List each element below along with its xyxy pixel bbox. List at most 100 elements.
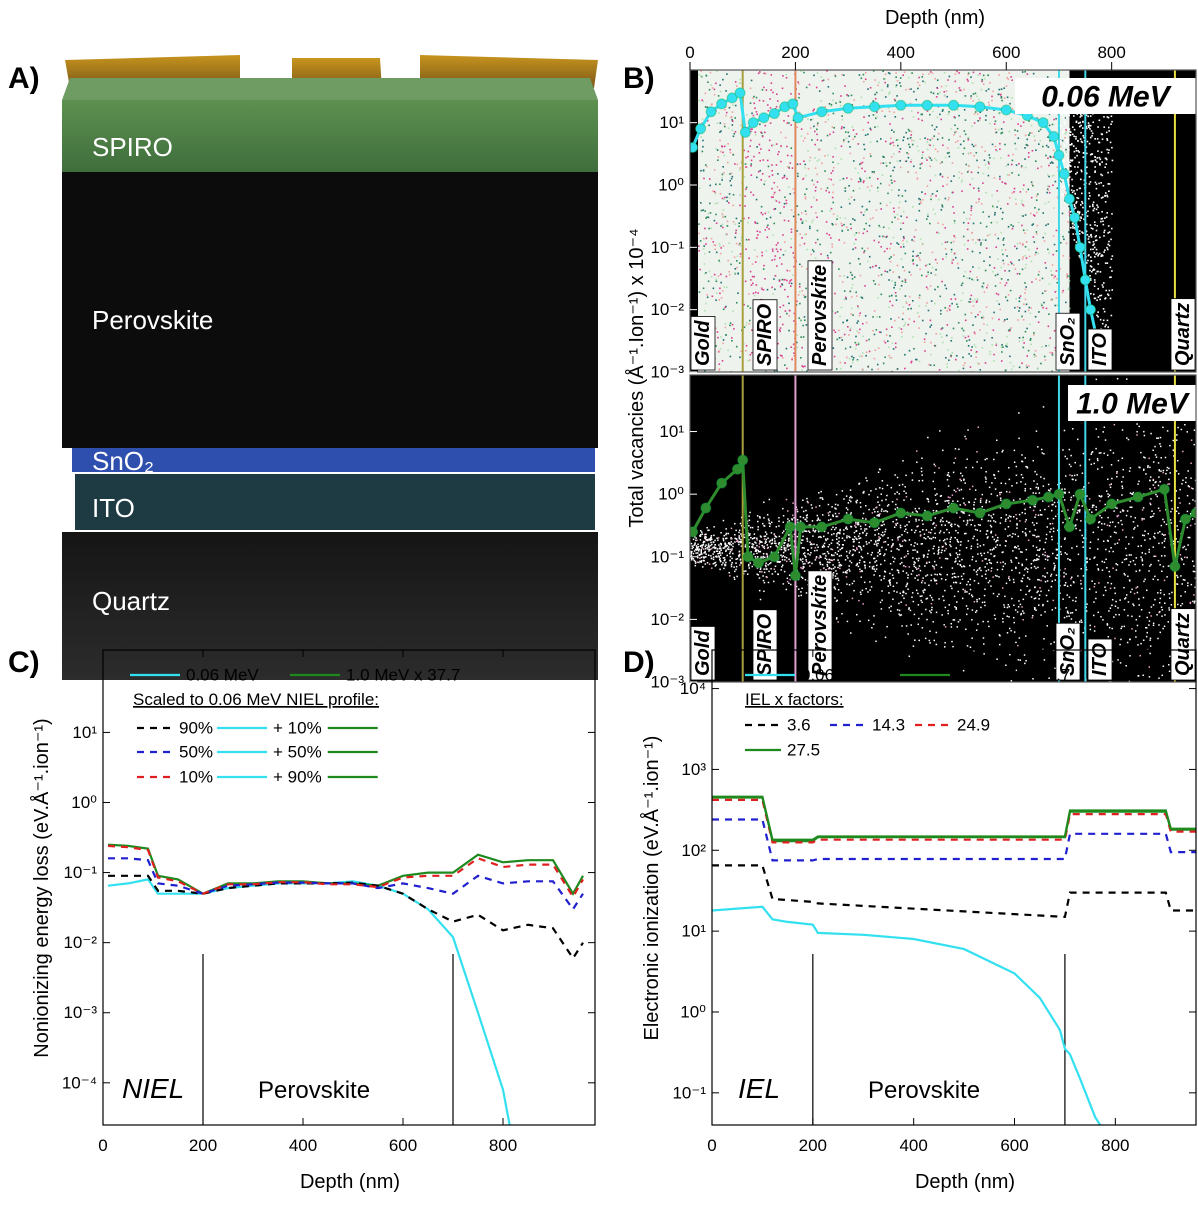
simulation-trace (807, 118, 809, 120)
simulation-trace (899, 536, 901, 538)
simulation-trace (1045, 542, 1047, 544)
simulation-trace (859, 546, 861, 548)
simulation-trace (841, 230, 843, 232)
simulation-trace (822, 498, 824, 500)
device-stack: SPIRO Perovskite SnO₂ ITO Quartz (62, 55, 598, 680)
simulation-trace (966, 277, 968, 279)
simulation-trace (827, 187, 829, 189)
simulation-trace (869, 589, 871, 591)
simulation-trace (1021, 316, 1023, 318)
simulation-trace (843, 275, 845, 277)
simulation-trace (841, 337, 843, 339)
simulation-trace (699, 291, 701, 293)
simulation-trace (716, 252, 718, 254)
simulation-trace (702, 566, 704, 568)
simulation-trace (1149, 467, 1151, 469)
simulation-trace (979, 73, 981, 75)
simulation-trace (710, 72, 712, 74)
simulation-trace (769, 98, 771, 100)
simulation-trace (966, 458, 968, 460)
simulation-trace (847, 229, 849, 231)
simulation-trace (930, 342, 932, 344)
simulation-trace (930, 195, 932, 197)
simulation-trace (747, 222, 749, 224)
simulation-trace (1013, 264, 1015, 266)
simulation-trace (843, 127, 845, 129)
simulation-trace (1117, 542, 1119, 544)
simulation-trace (956, 303, 958, 305)
simulation-trace (892, 557, 894, 559)
simulation-trace (1161, 607, 1163, 609)
simulation-trace (770, 217, 772, 219)
simulation-trace (936, 96, 938, 98)
simulation-trace (908, 157, 910, 159)
layer-label: SnO₂ (92, 446, 154, 476)
simulation-trace (1108, 540, 1110, 542)
simulation-trace (718, 112, 720, 114)
simulation-trace (854, 199, 856, 201)
simulation-trace (832, 126, 834, 128)
data-point (1080, 275, 1090, 285)
simulation-trace (1100, 452, 1102, 454)
simulation-trace (805, 210, 807, 212)
simulation-trace (875, 571, 877, 573)
simulation-trace (1004, 285, 1006, 287)
simulation-trace (1036, 248, 1038, 250)
simulation-trace (807, 249, 809, 251)
simulation-trace (917, 88, 919, 90)
simulation-trace (1097, 311, 1099, 313)
simulation-trace (865, 78, 867, 80)
simulation-trace (955, 141, 957, 143)
simulation-trace (1073, 190, 1075, 192)
simulation-trace (709, 178, 711, 180)
simulation-trace (815, 257, 817, 259)
simulation-trace (1036, 547, 1038, 549)
simulation-trace (843, 178, 845, 180)
simulation-trace (870, 155, 872, 157)
simulation-trace (792, 357, 794, 359)
simulation-trace (765, 213, 767, 215)
simulation-trace (740, 539, 742, 541)
simulation-trace (902, 280, 904, 282)
simulation-trace (961, 173, 963, 175)
simulation-trace (950, 585, 952, 587)
simulation-trace (1103, 540, 1105, 542)
simulation-trace (1110, 298, 1112, 300)
simulation-trace (1153, 546, 1155, 548)
simulation-trace (1164, 534, 1166, 536)
simulation-trace (934, 640, 936, 642)
simulation-trace (1080, 138, 1082, 140)
simulation-trace (1011, 79, 1013, 81)
simulation-trace (1077, 211, 1079, 213)
simulation-trace (811, 544, 813, 546)
simulation-trace (966, 218, 968, 220)
simulation-trace (1051, 574, 1053, 576)
simulation-trace (869, 177, 871, 179)
simulation-trace (1093, 241, 1095, 243)
simulation-trace (909, 318, 911, 320)
simulation-trace (721, 177, 723, 179)
simulation-trace (712, 553, 714, 555)
simulation-trace (1089, 192, 1091, 194)
simulation-trace (1028, 152, 1030, 154)
simulation-trace (855, 239, 857, 241)
simulation-trace (719, 183, 721, 185)
simulation-trace (819, 90, 821, 92)
simulation-trace (982, 316, 984, 318)
simulation-trace (724, 145, 726, 147)
simulation-trace (720, 247, 722, 249)
simulation-trace (1062, 290, 1064, 292)
simulation-trace (1065, 456, 1067, 458)
simulation-trace (765, 531, 767, 533)
simulation-trace (878, 242, 880, 244)
simulation-trace (893, 207, 895, 209)
simulation-trace (751, 160, 753, 162)
simulation-trace (955, 576, 957, 578)
simulation-trace (720, 151, 722, 153)
simulation-trace (1007, 174, 1009, 176)
simulation-trace (856, 360, 858, 362)
simulation-trace (1095, 159, 1097, 161)
simulation-trace (883, 555, 885, 557)
simulation-trace (917, 312, 919, 314)
simulation-trace (801, 237, 803, 239)
